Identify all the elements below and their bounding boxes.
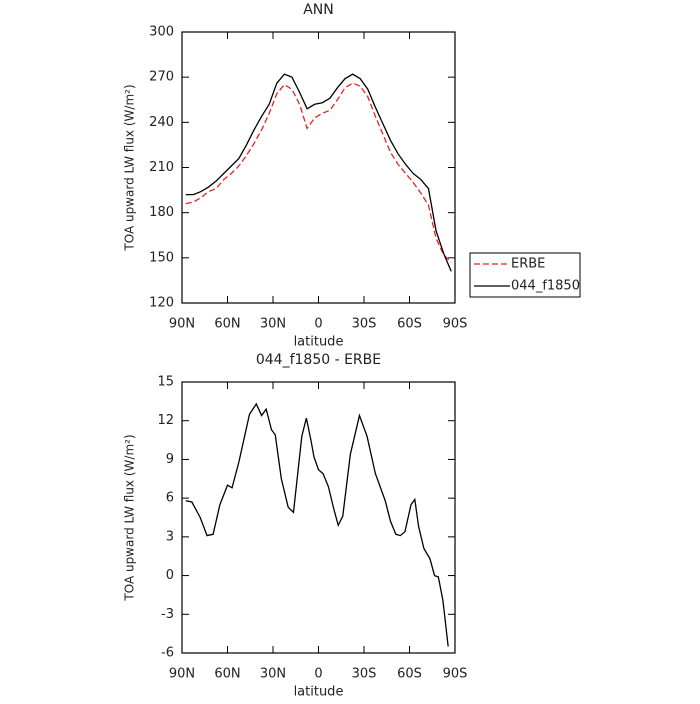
x-tick-label: 0 [314, 667, 322, 682]
legend-box [469, 252, 581, 298]
plot-frame [181, 31, 456, 304]
y-tick-label: 0 [166, 568, 174, 583]
y-tick-label: 300 [149, 25, 174, 40]
x-tick-label: 60S [397, 667, 422, 682]
y-axis-label: TOA upward LW flux (W/m²) [123, 434, 137, 601]
chart-title: ANN [303, 2, 334, 18]
y-tick-label: 270 [149, 70, 174, 85]
y-tick-label: 15 [157, 375, 174, 390]
y-tick-label: 180 [149, 205, 174, 220]
y-tick-label: 6 [166, 491, 174, 506]
legend-label: 044_f1850 [511, 279, 580, 294]
y-tick-label: 240 [149, 115, 174, 130]
y-tick-label: -3 [161, 607, 174, 622]
x-axis-label: latitude [294, 335, 344, 350]
y-tick-label: -6 [161, 646, 174, 661]
x-tick-label: 60N [214, 317, 240, 332]
y-tick-label: 3 [166, 529, 174, 544]
x-tick-label: 90S [443, 667, 468, 682]
x-tick-label: 60S [397, 317, 422, 332]
x-tick-label: 30S [352, 317, 377, 332]
x-tick-label: 90S [443, 317, 468, 332]
x-tick-label: 30S [352, 667, 377, 682]
x-tick-label: 30N [260, 667, 286, 682]
y-tick-label: 120 [149, 296, 174, 311]
y-tick-label: 210 [149, 160, 174, 175]
series-line [185, 82, 452, 263]
chart-title: 044_f1850 - ERBE [256, 352, 381, 368]
series-line [185, 73, 452, 272]
x-tick-label: 30N [260, 317, 286, 332]
x-tick-label: 90N [169, 317, 195, 332]
y-tick-label: 9 [166, 452, 174, 467]
series-line [185, 402, 449, 647]
plot-frame [181, 381, 456, 654]
x-tick-label: 90N [169, 667, 195, 682]
x-tick-label: 0 [314, 317, 322, 332]
x-tick-label: 60N [214, 667, 240, 682]
legend-label: ERBE [511, 257, 545, 272]
y-tick-label: 12 [157, 413, 174, 428]
x-axis-label: latitude [294, 685, 344, 700]
y-axis-label: TOA upward LW flux (W/m²) [123, 84, 137, 251]
y-tick-label: 150 [149, 250, 174, 265]
